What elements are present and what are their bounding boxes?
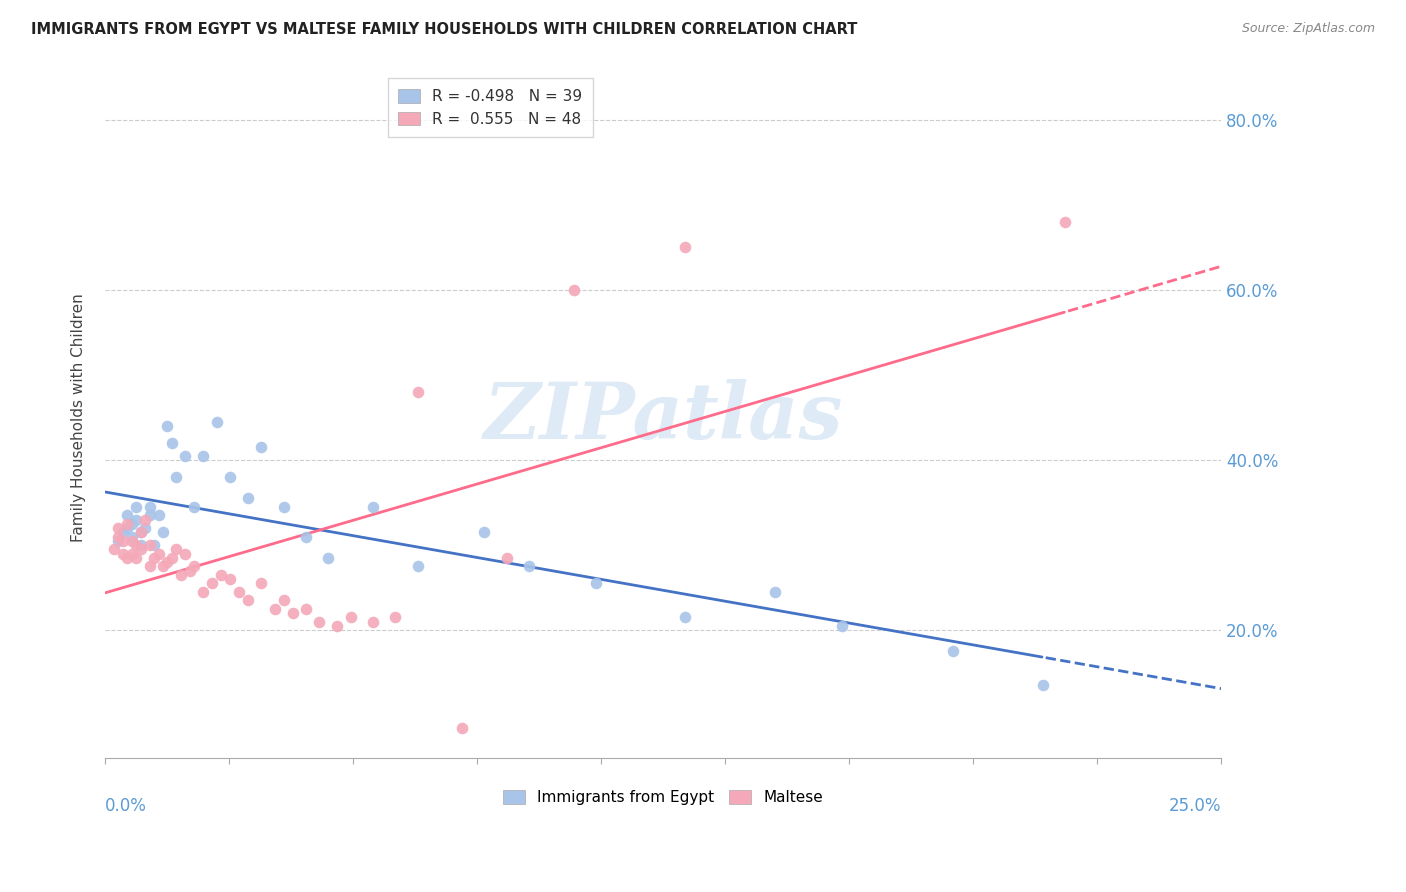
- Point: [219, 572, 242, 586]
- Point: [361, 500, 384, 514]
- Point: [384, 610, 406, 624]
- Point: [143, 538, 166, 552]
- Point: [228, 585, 250, 599]
- Point: [111, 525, 134, 540]
- Point: [117, 508, 139, 523]
- Point: [165, 470, 187, 484]
- Point: [148, 508, 170, 523]
- Point: [160, 436, 183, 450]
- Point: [673, 240, 696, 254]
- Point: [295, 602, 318, 616]
- Point: [117, 521, 139, 535]
- Point: [107, 530, 129, 544]
- Point: [236, 491, 259, 506]
- Point: [326, 619, 349, 633]
- Text: IMMIGRANTS FROM EGYPT VS MALTESE FAMILY HOUSEHOLDS WITH CHILDREN CORRELATION CHA: IMMIGRANTS FROM EGYPT VS MALTESE FAMILY …: [31, 22, 858, 37]
- Point: [183, 500, 205, 514]
- Point: [129, 525, 152, 540]
- Point: [148, 547, 170, 561]
- Point: [763, 585, 786, 599]
- Point: [121, 530, 143, 544]
- Point: [138, 538, 160, 552]
- Y-axis label: Family Households with Children: Family Households with Children: [72, 293, 86, 542]
- Point: [125, 513, 148, 527]
- Point: [585, 576, 607, 591]
- Point: [134, 521, 156, 535]
- Point: [117, 550, 139, 565]
- Point: [495, 550, 517, 565]
- Point: [174, 547, 197, 561]
- Point: [179, 564, 201, 578]
- Legend: Immigrants from Egypt, Maltese: Immigrants from Egypt, Maltese: [498, 784, 830, 811]
- Point: [134, 513, 156, 527]
- Point: [143, 550, 166, 565]
- Point: [129, 525, 152, 540]
- Point: [205, 415, 228, 429]
- Point: [152, 559, 174, 574]
- Point: [152, 525, 174, 540]
- Point: [209, 567, 232, 582]
- Point: [295, 530, 318, 544]
- Point: [474, 525, 496, 540]
- Point: [1053, 215, 1076, 229]
- Text: ZIPatlas: ZIPatlas: [484, 379, 842, 456]
- Point: [517, 559, 540, 574]
- Point: [117, 516, 139, 531]
- Point: [406, 385, 429, 400]
- Point: [361, 615, 384, 629]
- Text: 0.0%: 0.0%: [105, 797, 146, 814]
- Point: [170, 567, 193, 582]
- Point: [156, 555, 179, 569]
- Point: [107, 521, 129, 535]
- Point: [138, 500, 160, 514]
- Point: [111, 533, 134, 548]
- Point: [273, 593, 295, 607]
- Point: [129, 542, 152, 557]
- Point: [174, 449, 197, 463]
- Point: [156, 419, 179, 434]
- Point: [562, 283, 585, 297]
- Point: [183, 559, 205, 574]
- Point: [942, 644, 965, 658]
- Point: [250, 576, 273, 591]
- Point: [138, 508, 160, 523]
- Point: [193, 585, 215, 599]
- Point: [165, 542, 187, 557]
- Point: [406, 559, 429, 574]
- Point: [125, 538, 148, 552]
- Point: [201, 576, 224, 591]
- Point: [160, 550, 183, 565]
- Point: [1032, 678, 1054, 692]
- Text: 25.0%: 25.0%: [1168, 797, 1222, 814]
- Point: [121, 533, 143, 548]
- Point: [273, 500, 295, 514]
- Point: [281, 606, 304, 620]
- Point: [103, 542, 125, 557]
- Point: [138, 559, 160, 574]
- Point: [308, 615, 330, 629]
- Point: [339, 610, 361, 624]
- Point: [250, 440, 273, 454]
- Point: [111, 547, 134, 561]
- Point: [673, 610, 696, 624]
- Point: [125, 500, 148, 514]
- Point: [219, 470, 242, 484]
- Point: [107, 533, 129, 548]
- Point: [125, 550, 148, 565]
- Point: [451, 721, 474, 735]
- Text: Source: ZipAtlas.com: Source: ZipAtlas.com: [1241, 22, 1375, 36]
- Point: [129, 538, 152, 552]
- Point: [316, 550, 339, 565]
- Point: [121, 547, 143, 561]
- Point: [193, 449, 215, 463]
- Point: [121, 516, 143, 531]
- Point: [236, 593, 259, 607]
- Point: [831, 619, 853, 633]
- Point: [263, 602, 285, 616]
